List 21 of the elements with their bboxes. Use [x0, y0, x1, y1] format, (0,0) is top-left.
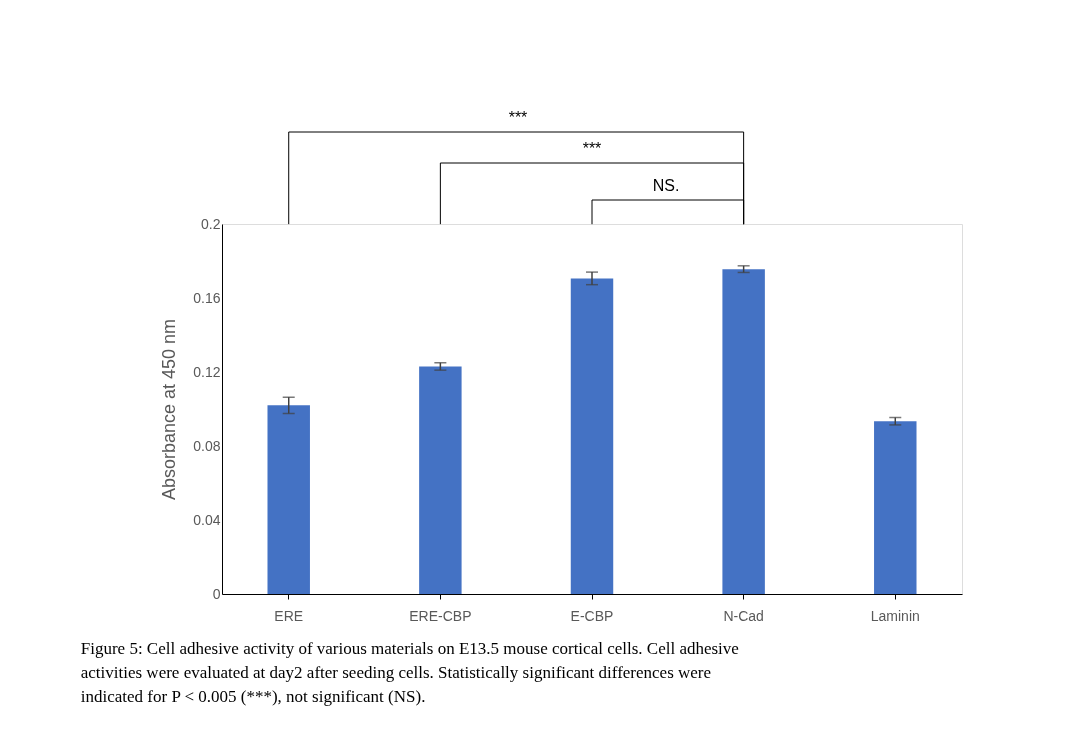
y-tick-label: 0.2 — [201, 215, 221, 232]
text: *** — [582, 140, 602, 157]
y-tick-label: 0 — [212, 585, 221, 602]
x-tick-label: ERE — [274, 607, 304, 624]
y-tick-label: 0.04 — [193, 511, 221, 528]
y-tick-label: 0.16 — [193, 289, 221, 306]
caption: Figure 5: Cell adhesive activity of various materials on E13.5 mouse cortical cells. Cell adhesive activities were evaluated at day2 after seeding cells. Statistically significant differences were indicated for P < 0.005 (***), not significant (NS). — [80, 639, 739, 706]
text: NS. — [652, 177, 680, 194]
x-tick-label: N-Cad — [723, 607, 764, 624]
bar — [570, 278, 614, 594]
y-axis-title: Absorbance at 450 nm — [159, 318, 180, 501]
bar — [722, 269, 765, 594]
bar — [874, 421, 917, 594]
x-tick-label: ERE-CBP — [409, 607, 472, 624]
y-tick-label: 0.08 — [193, 437, 221, 454]
text: *** — [508, 109, 528, 126]
bar — [419, 366, 462, 594]
bar — [267, 405, 310, 594]
x-tick-label: E-CBP — [570, 607, 614, 624]
y-tick-label: 0.12 — [193, 363, 221, 380]
x-tick-label: Laminin — [870, 607, 920, 624]
